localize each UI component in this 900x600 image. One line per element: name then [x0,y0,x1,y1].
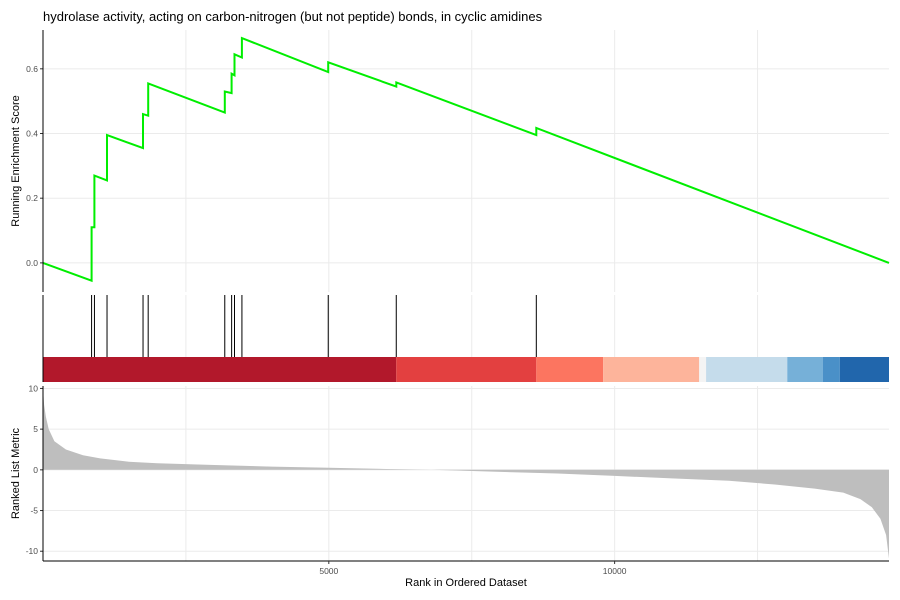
y-tick-label: -5 [30,506,38,516]
y-tick-label: 0.4 [26,129,38,139]
ranked-list-area [43,388,889,559]
y-tick-label: 0.0 [26,258,38,268]
running-score-panel: 0.0 0.2 0.4 0.6 Running Enrichment Score [10,30,890,292]
band-segment [839,357,889,382]
running-score-grid [43,30,889,292]
x-tick-label: 5000 [319,566,338,576]
x-ticks: 5000 10000 [319,561,627,576]
band-segment [706,357,788,382]
ranked-list-panel: 10 5 0 -5 -10 5000 10000 Ranked List Metric R… [10,383,889,589]
y-tick-label: 10 [29,383,39,393]
band-segment [43,357,397,382]
band-segment [699,357,707,382]
x-axis-label: Rank in Ordered Dataset [405,577,527,589]
x-tick-label: 10000 [603,566,627,576]
ranked-list-y-label: Ranked List Metric [10,427,22,519]
band-segment [787,357,823,382]
band-segment [536,357,604,382]
band-segment [396,357,537,382]
band-segment [822,357,840,382]
running-score-y-ticks: 0.0 0.2 0.4 0.6 [26,64,43,268]
y-tick-label: 5 [33,424,38,434]
chart-title: hydrolase activity, acting on carbon-nit… [43,9,543,24]
y-tick-label: -10 [26,546,39,556]
running-score-y-label: Running Enrichment Score [10,95,22,226]
y-tick-label: 0 [33,465,38,475]
band-segment [603,357,700,382]
gene-hit-lines [91,295,537,357]
y-tick-label: 0.2 [26,193,38,203]
y-tick-label: 0.6 [26,64,38,74]
ranked-list-y-ticks: 10 5 0 -5 -10 [26,383,43,556]
running-score-line [42,36,890,283]
rank-color-band [43,357,889,382]
gene-hits-panel [42,295,889,382]
